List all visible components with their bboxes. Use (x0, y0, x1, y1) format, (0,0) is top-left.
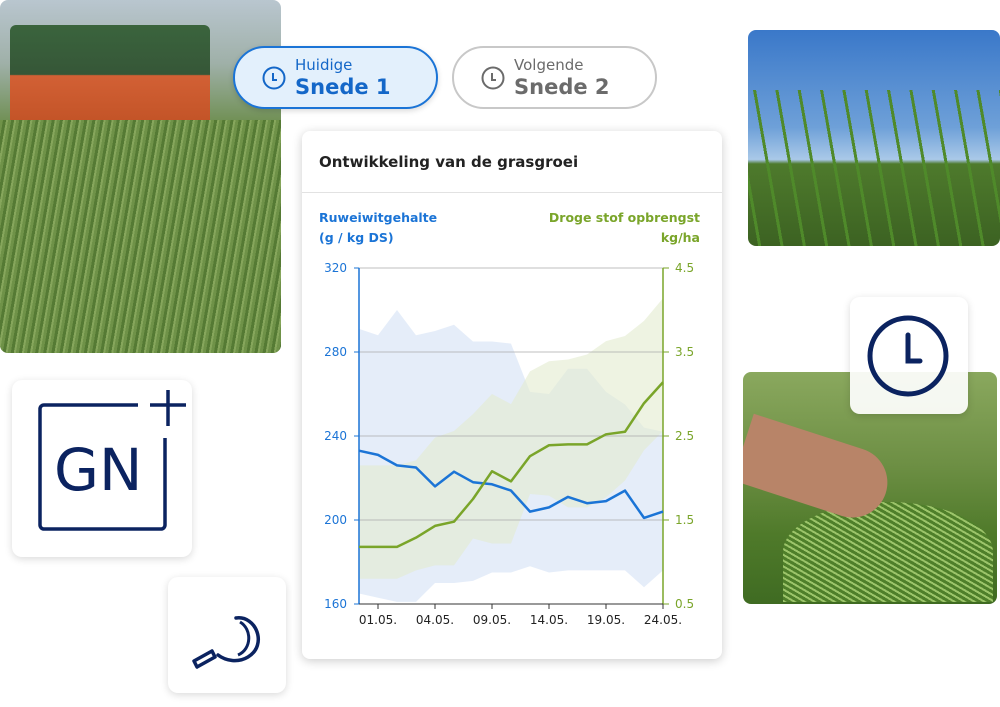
x-tick-label: 04.05. (416, 613, 454, 627)
x-tick-label: 24.05. (644, 613, 682, 627)
right-axis-label: Droge stof opbrengst kg/ha (549, 208, 700, 248)
tab-subtitle: Volgende (514, 55, 584, 74)
left-tick-label: 240 (324, 429, 347, 443)
right-tick-label: 2.5 (675, 429, 694, 443)
right-axis-unit: kg/ha (660, 230, 700, 245)
right-tick-label: 4.5 (675, 261, 694, 275)
grass (0, 120, 281, 353)
grass (748, 90, 1000, 246)
right-axis-label-line: Droge stof opbrengst (548, 210, 700, 225)
clock-icon (481, 66, 505, 89)
scythe-tile (168, 577, 286, 693)
left-tick-label: 320 (324, 261, 347, 275)
chart: 320 280 240 200 160 4.5 3.5 2.5 1.5 0.5 01.05. 04.0… (324, 261, 694, 627)
tab-current-cut[interactable]: Huidige Snede 1 (233, 46, 438, 109)
chart-card: Ontwikkeling van de grasgroei Ruweiwitge… (302, 131, 722, 659)
scythe-icon (192, 616, 260, 669)
x-tick-label: 14.05. (530, 613, 568, 627)
left-axis-unit: (g / kg DS) (319, 230, 394, 245)
hand (743, 413, 897, 527)
clock-tile (850, 297, 968, 414)
tab-subtitle: Huidige (295, 55, 353, 74)
left-tick-label: 160 (324, 597, 347, 611)
left-tick-label: 280 (324, 345, 347, 359)
grass-heap (783, 502, 993, 602)
left-axis-label-line: Ruweiwitgehalte (319, 210, 438, 225)
tractor-grass-photo (0, 0, 281, 353)
gn-plus-logo-tile: GN (12, 380, 192, 557)
svg-text:GN: GN (54, 436, 142, 504)
right-tick-label: 1.5 (675, 513, 694, 527)
tractor (10, 25, 210, 135)
clock-icon (867, 315, 949, 397)
right-tick-label: 3.5 (675, 345, 694, 359)
chart-title: Ontwikkeling van de grasgroei (319, 153, 579, 171)
tab-title: Snede 2 (514, 74, 610, 99)
right-tick-label: 0.5 (675, 597, 694, 611)
gn-plus-logo: GN (38, 390, 186, 531)
left-axis-label: Ruweiwitgehalte (g / kg DS) (319, 208, 437, 248)
divider (302, 192, 722, 193)
x-tick-label: 09.05. (473, 613, 511, 627)
range-band-1 (359, 298, 663, 579)
grass-sky-photo (748, 30, 1000, 246)
clock-icon (262, 66, 286, 89)
x-tick-label: 19.05. (587, 613, 625, 627)
tab-next-cut[interactable]: Volgende Snede 2 (452, 46, 657, 109)
x-tick-label: 01.05. (359, 613, 397, 627)
left-tick-label: 200 (324, 513, 347, 527)
tab-title: Snede 1 (295, 74, 391, 99)
